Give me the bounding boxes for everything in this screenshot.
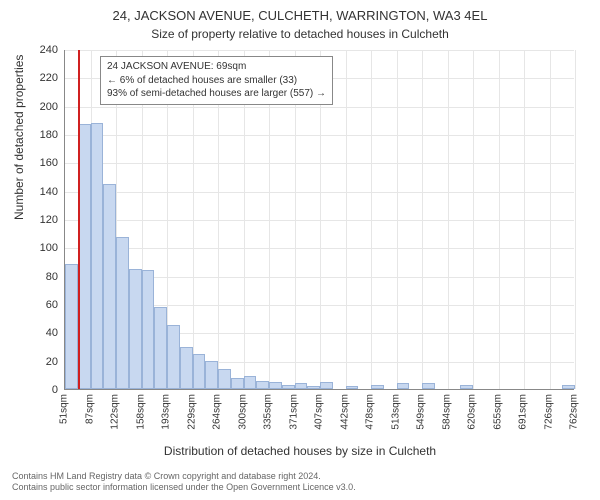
y-tick-label: 140 xyxy=(28,186,58,198)
y-tick-label: 80 xyxy=(28,271,58,283)
x-tick-label: 620sqm xyxy=(467,394,478,430)
histogram-bar xyxy=(282,385,295,389)
x-tick-label: 158sqm xyxy=(135,394,146,430)
histogram-bar xyxy=(205,361,218,389)
x-tick-label: 264sqm xyxy=(212,394,223,430)
histogram-bar xyxy=(397,383,410,389)
title-main: 24, JACKSON AVENUE, CULCHETH, WARRINGTON… xyxy=(0,0,600,23)
histogram-bar xyxy=(193,354,206,389)
gridline-vertical xyxy=(550,50,551,389)
histogram-bar xyxy=(422,383,435,389)
footer-line-2: Contains public sector information licen… xyxy=(12,482,356,494)
x-tick-label: 513sqm xyxy=(390,394,401,430)
property-marker-line xyxy=(78,50,80,389)
histogram-bar xyxy=(180,347,193,390)
y-tick-label: 60 xyxy=(28,299,58,311)
annotation-line: 93% of semi-detached houses are larger (… xyxy=(107,87,326,101)
chart-area: 24 JACKSON AVENUE: 69sqm← 6% of detached… xyxy=(64,50,574,390)
x-tick-label: 655sqm xyxy=(492,394,503,430)
footer-line-1: Contains HM Land Registry data © Crown c… xyxy=(12,471,356,483)
x-tick-label: 229sqm xyxy=(186,394,197,430)
gridline-vertical xyxy=(575,50,576,389)
y-tick-label: 120 xyxy=(28,214,58,226)
histogram-bar xyxy=(244,376,257,389)
gridline-vertical xyxy=(448,50,449,389)
x-tick-label: 691sqm xyxy=(518,394,529,430)
histogram-bar xyxy=(142,270,155,389)
y-tick-label: 20 xyxy=(28,356,58,368)
x-tick-label: 51sqm xyxy=(59,394,70,424)
footer-attribution: Contains HM Land Registry data © Crown c… xyxy=(12,471,356,494)
x-tick-label: 442sqm xyxy=(339,394,350,430)
gridline-vertical xyxy=(422,50,423,389)
histogram-bar xyxy=(295,383,308,389)
histogram-bar xyxy=(231,378,244,389)
x-tick-label: 300sqm xyxy=(237,394,248,430)
x-tick-label: 584sqm xyxy=(441,394,452,430)
histogram-bar xyxy=(269,382,282,389)
y-tick-label: 160 xyxy=(28,157,58,169)
x-tick-label: 371sqm xyxy=(288,394,299,430)
y-tick-label: 40 xyxy=(28,327,58,339)
histogram-bar xyxy=(307,386,320,389)
y-tick-label: 200 xyxy=(28,101,58,113)
y-tick-label: 0 xyxy=(28,384,58,396)
x-tick-label: 335sqm xyxy=(263,394,274,430)
histogram-bar xyxy=(129,269,142,389)
y-axis-label: Number of detached properties xyxy=(12,55,26,220)
gridline-vertical xyxy=(524,50,525,389)
annotation-box: 24 JACKSON AVENUE: 69sqm← 6% of detached… xyxy=(100,56,333,105)
y-tick-label: 240 xyxy=(28,44,58,56)
x-tick-label: 762sqm xyxy=(569,394,580,430)
y-tick-label: 220 xyxy=(28,72,58,84)
title-sub: Size of property relative to detached ho… xyxy=(0,23,600,41)
histogram-bar xyxy=(320,382,333,389)
histogram-bar xyxy=(167,325,180,389)
histogram-bar xyxy=(256,381,269,390)
gridline-vertical xyxy=(473,50,474,389)
y-tick-label: 180 xyxy=(28,129,58,141)
gridline-vertical xyxy=(371,50,372,389)
x-tick-label: 478sqm xyxy=(365,394,376,430)
x-axis-label: Distribution of detached houses by size … xyxy=(0,444,600,458)
x-tick-label: 122sqm xyxy=(110,394,121,430)
histogram-bar xyxy=(91,123,104,389)
histogram-bar xyxy=(346,386,359,389)
histogram-bar xyxy=(562,385,575,389)
x-tick-label: 407sqm xyxy=(314,394,325,430)
histogram-bar xyxy=(218,369,231,389)
x-tick-label: 549sqm xyxy=(416,394,427,430)
x-tick-label: 726sqm xyxy=(543,394,554,430)
gridline-vertical xyxy=(397,50,398,389)
x-tick-label: 87sqm xyxy=(84,394,95,424)
y-tick-label: 100 xyxy=(28,242,58,254)
gridline-vertical xyxy=(499,50,500,389)
annotation-line: 24 JACKSON AVENUE: 69sqm xyxy=(107,60,326,74)
histogram-bar xyxy=(65,264,78,389)
x-tick-label: 193sqm xyxy=(161,394,172,430)
histogram-bar xyxy=(154,307,167,389)
histogram-bar xyxy=(116,237,129,389)
gridline-vertical xyxy=(346,50,347,389)
histogram-bar xyxy=(371,385,384,389)
histogram-bar xyxy=(103,184,116,389)
histogram-bar xyxy=(460,385,473,389)
annotation-line: ← 6% of detached houses are smaller (33) xyxy=(107,74,326,88)
